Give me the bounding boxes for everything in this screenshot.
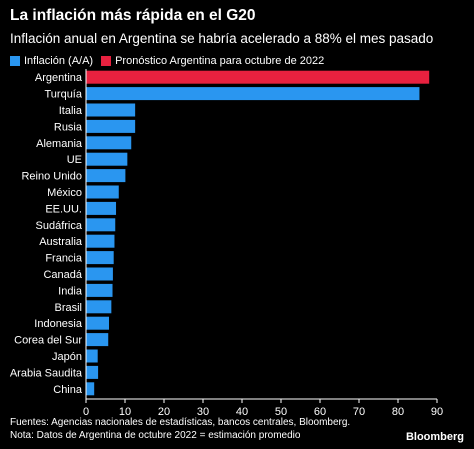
- legend-item-inflation: Inflación (A/A): [10, 55, 93, 67]
- legend-swatch-forecast: [101, 56, 112, 66]
- category-label: Corea del Sur: [14, 335, 82, 347]
- legend-label-forecast: Pronóstico Argentina para octubre de 202…: [115, 55, 325, 67]
- category-label: Indonesia: [34, 318, 83, 330]
- bar: [86, 300, 112, 314]
- x-tick-label: 10: [119, 406, 131, 418]
- bar: [86, 234, 115, 248]
- bar: [86, 201, 117, 215]
- x-tick-label: 60: [314, 406, 326, 418]
- category-label: India: [58, 285, 83, 297]
- bar: [86, 349, 98, 363]
- category-label: Argentina: [35, 72, 83, 84]
- legend-label-inflation: Inflación (A/A): [24, 55, 94, 67]
- bar: [86, 185, 119, 199]
- bloomberg-logo: Bloomberg: [405, 431, 464, 443]
- category-label: Italia: [59, 105, 83, 117]
- category-label: Turquía: [44, 89, 82, 101]
- category-label: Japón: [52, 351, 82, 363]
- category-label: Brasil: [54, 302, 82, 314]
- bar: [86, 283, 113, 297]
- legend: Inflación (A/A) Pronóstico Argentina par…: [10, 55, 332, 67]
- category-label: Arabia Saudita: [10, 367, 83, 379]
- bar: [86, 251, 114, 265]
- footer-note: Nota: Datos de Argentina de octubre 2022…: [10, 430, 301, 441]
- x-tick-label: 20: [158, 406, 170, 418]
- bar: [86, 218, 116, 232]
- bar: [86, 152, 128, 166]
- category-label: Canadá: [43, 269, 82, 281]
- chart-title: La inflación más rápida en el G20: [10, 7, 256, 24]
- footer-sources: Fuentes: Agencias nacionales de estadíst…: [10, 417, 351, 428]
- category-label: Alemania: [36, 138, 83, 150]
- bar: [86, 70, 430, 84]
- x-tick-label: 80: [392, 406, 404, 418]
- bar: [86, 333, 109, 347]
- category-label: Australia: [39, 236, 83, 248]
- category-label: UE: [67, 154, 82, 166]
- x-tick-label: 70: [353, 406, 365, 418]
- bar: [86, 316, 110, 330]
- category-label: Francia: [45, 253, 83, 265]
- bar: [86, 119, 136, 133]
- x-tick-label: 30: [197, 406, 209, 418]
- bar: [86, 103, 136, 117]
- bar: [86, 365, 99, 379]
- bar: [86, 267, 113, 281]
- bar: [86, 169, 126, 183]
- category-label: Sudáfrica: [36, 220, 83, 232]
- bar: [86, 382, 95, 396]
- bar: [86, 87, 420, 101]
- x-tick-label: 90: [431, 406, 443, 418]
- bar: [86, 136, 132, 150]
- category-label: Rusia: [54, 121, 83, 133]
- chart-subtitle: Inflación anual en Argentina se habría a…: [10, 31, 434, 46]
- x-tick-label: 0: [83, 406, 89, 418]
- category-label: Reino Unido: [21, 171, 82, 183]
- x-tick-label: 50: [275, 406, 287, 418]
- category-label: EE.UU.: [45, 203, 82, 215]
- category-label: China: [53, 384, 83, 396]
- legend-swatch-inflation: [10, 56, 20, 66]
- legend-item-forecast: Pronóstico Argentina para octubre de 202…: [101, 55, 324, 67]
- category-label: México: [47, 187, 82, 199]
- x-tick-label: 40: [236, 406, 248, 418]
